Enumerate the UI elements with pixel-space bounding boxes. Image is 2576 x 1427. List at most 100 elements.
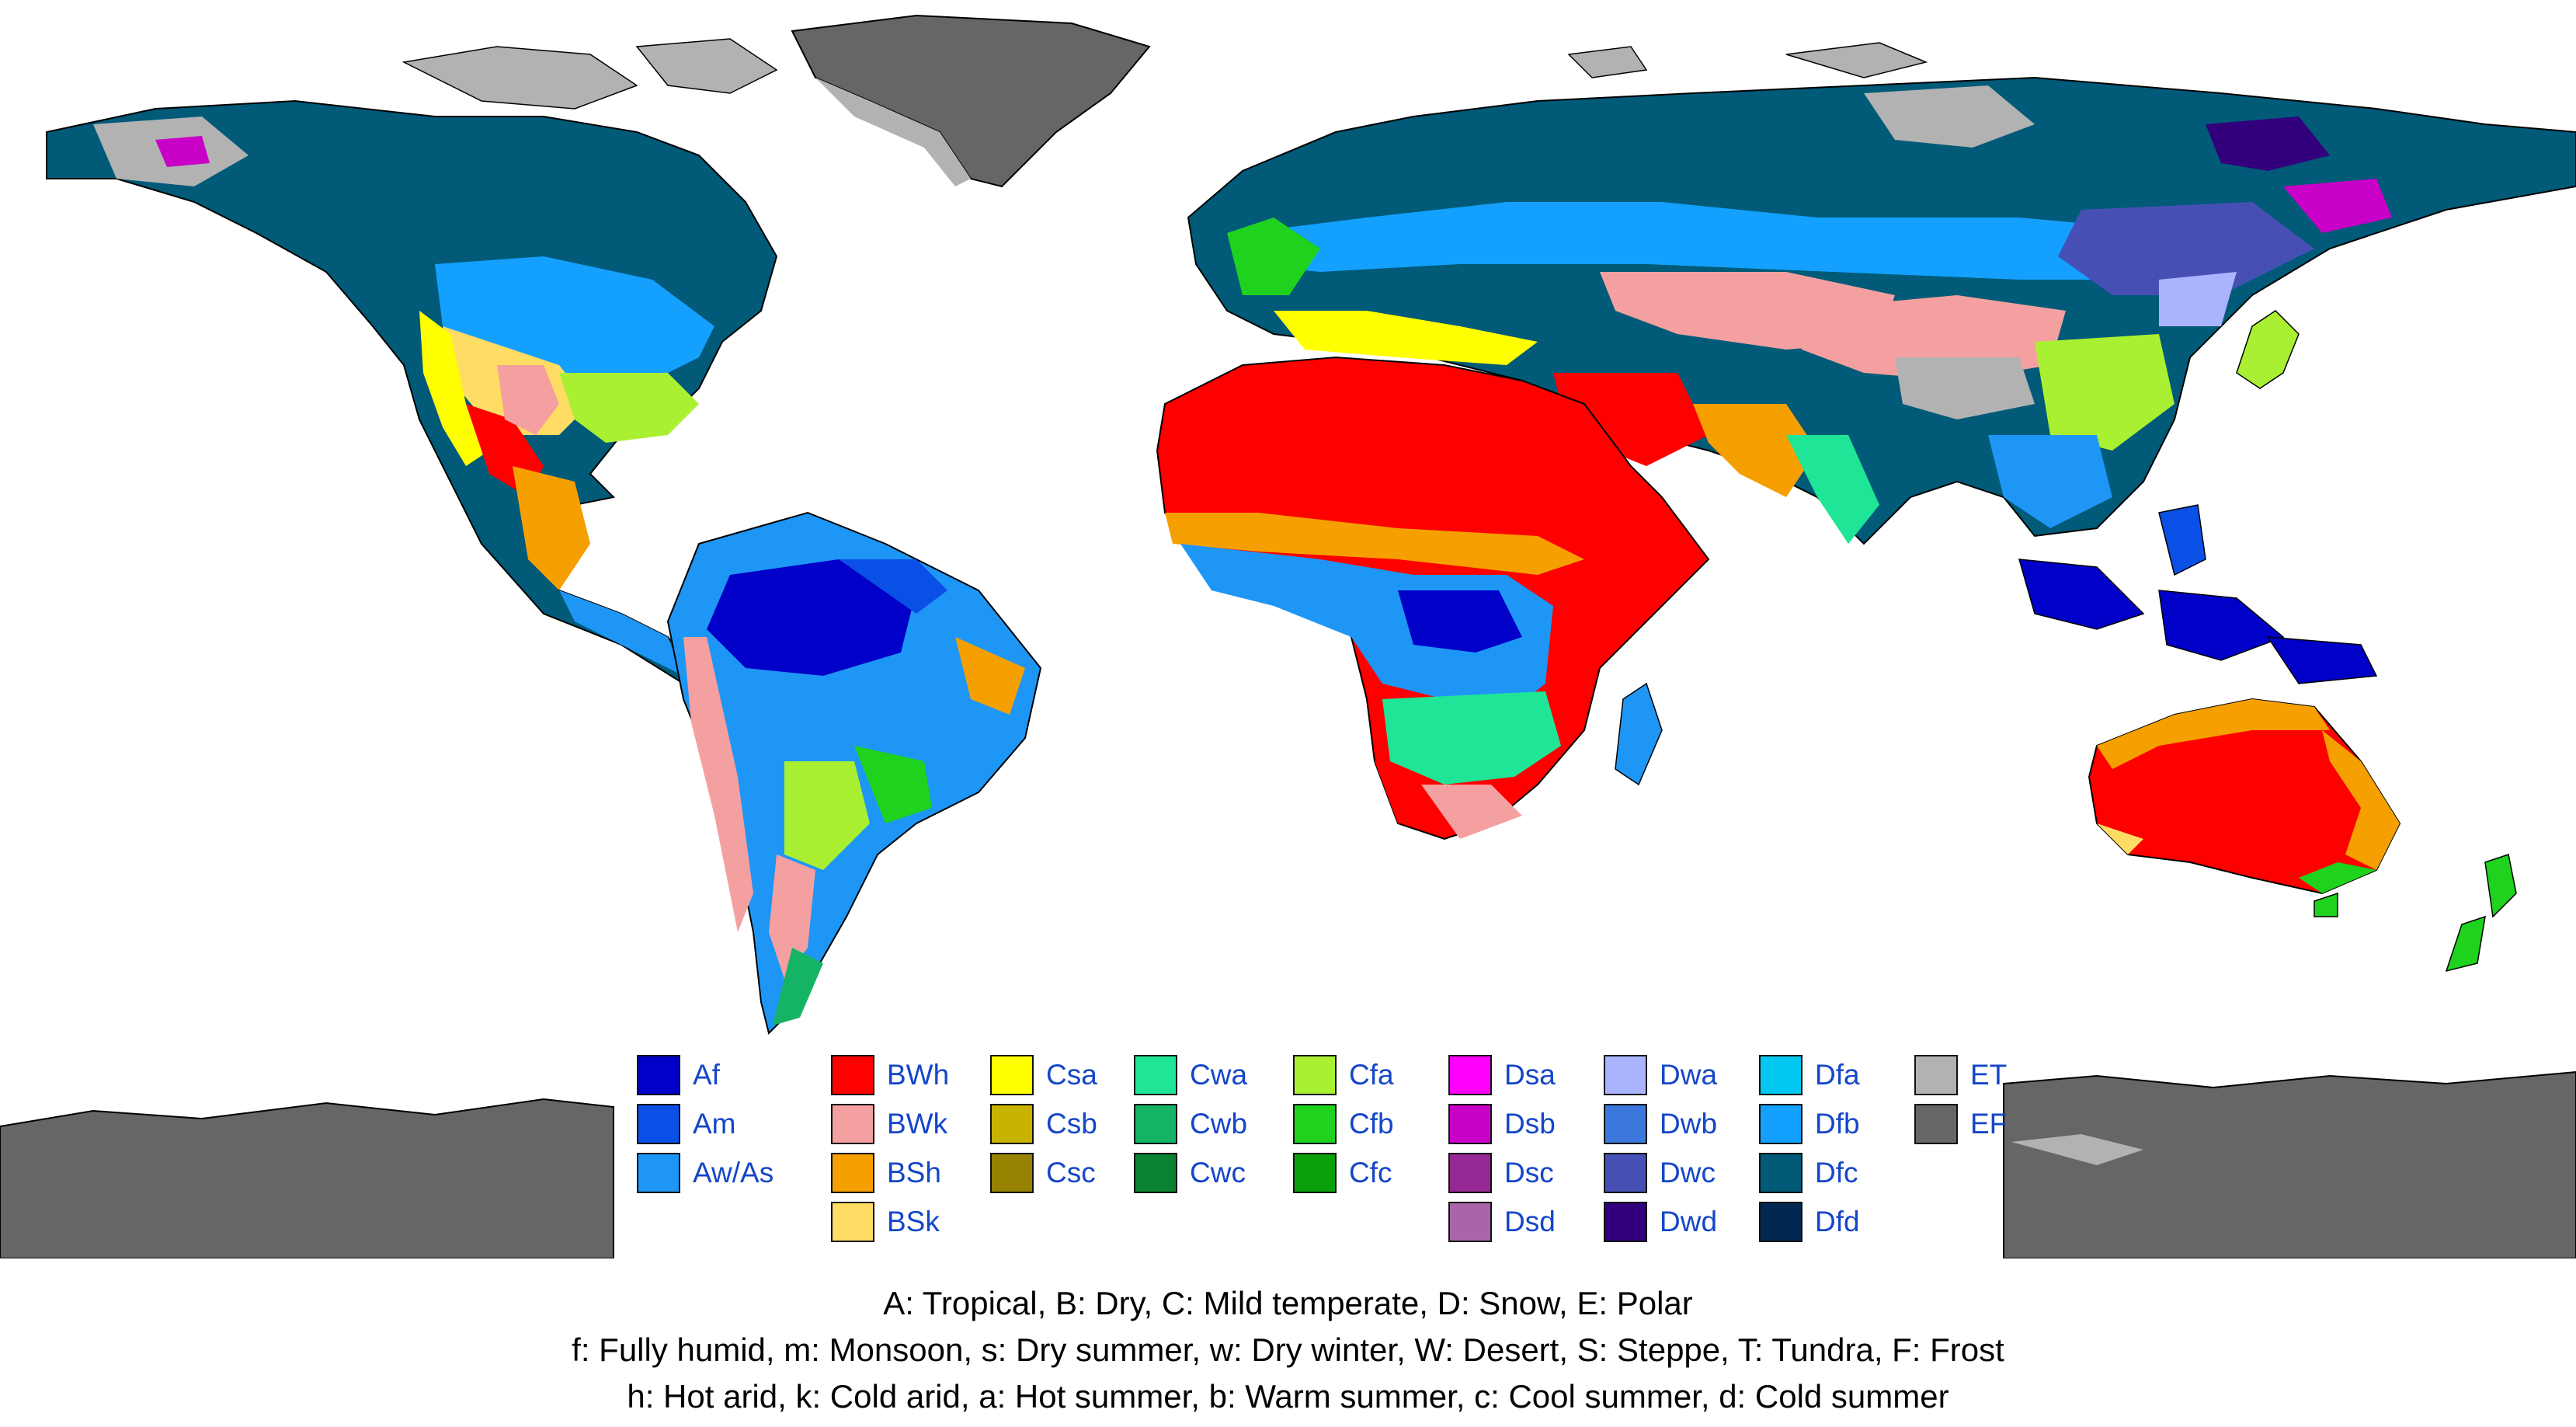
legend-code: Dsa: [1504, 1059, 1556, 1091]
legend-code: Af: [693, 1059, 720, 1091]
legend-code: Cwc: [1190, 1157, 1246, 1189]
legend-item-dsc: Dsc: [1448, 1151, 1681, 1196]
note-precipitation: f: Fully humid, m: Monsoon, s: Dry summe…: [572, 1331, 2004, 1368]
legend-swatch: [1293, 1153, 1337, 1193]
legend-code: Dfa: [1815, 1059, 1860, 1091]
legend-code: ET: [1970, 1059, 2008, 1091]
australia: [2088, 698, 2401, 917]
legend-item-csc: Csc: [990, 1151, 1223, 1196]
legend-code: Dwb: [1660, 1108, 1718, 1140]
legend-swatch: [1448, 1202, 1492, 1242]
arctic-islands: [402, 38, 1928, 110]
legend-swatch: [1604, 1153, 1647, 1193]
legend-item-dwb: Dwb: [1604, 1102, 1837, 1147]
legend-item-dsa: Dsa: [1448, 1053, 1681, 1098]
africa: [1156, 356, 1710, 841]
legend-item-ef: EF: [1914, 1102, 2147, 1147]
world-climate-map: [0, 14, 2576, 1258]
legend-code: Csb: [1046, 1108, 1097, 1140]
antarctica: [0, 1070, 2576, 1258]
legend-item-dwc: Dwc: [1604, 1151, 1837, 1196]
legend-swatch: [1293, 1104, 1337, 1144]
legend-swatch: [1604, 1055, 1647, 1095]
legend-item-cwc: Cwc: [1134, 1151, 1367, 1196]
legend-item-dfa: Dfa: [1759, 1053, 1992, 1098]
legend-swatch: [831, 1153, 874, 1193]
legend-swatch: [1914, 1104, 1958, 1144]
legend-swatch: [1134, 1055, 1177, 1095]
legend-code: Dwc: [1660, 1157, 1716, 1189]
legend-code: BSk: [887, 1206, 940, 1237]
legend-swatch: [1448, 1055, 1492, 1095]
legend-swatch: [1604, 1104, 1647, 1144]
legend-swatch: [1759, 1153, 1803, 1193]
legend-item-dfb: Dfb: [1759, 1102, 1992, 1147]
greenland: [791, 14, 1151, 188]
legend-swatch: [1448, 1153, 1492, 1193]
legend-swatch: [1448, 1104, 1492, 1144]
legend-item-bwk: BWk: [831, 1102, 1064, 1147]
legend-item-csb: Csb: [990, 1102, 1223, 1147]
legend-swatch: [637, 1055, 680, 1095]
japan: [2236, 310, 2300, 389]
legend-swatch: [1759, 1055, 1803, 1095]
legend-code: Cfa: [1349, 1059, 1394, 1091]
legend-item-cfa: Cfa: [1293, 1053, 1526, 1098]
legend-code: Cfb: [1349, 1108, 1394, 1140]
legend-code: Dsd: [1504, 1206, 1556, 1237]
legend-item-dfd: Dfd: [1759, 1200, 1992, 1245]
legend-code: Csa: [1046, 1059, 1097, 1091]
legend-item-cwa: Cwa: [1134, 1053, 1367, 1098]
legend-item-et: ET: [1914, 1053, 2147, 1098]
legend-swatch: [637, 1104, 680, 1144]
legend-code: Cfc: [1349, 1157, 1392, 1189]
legend-swatch: [1759, 1104, 1803, 1144]
legend-swatch: [637, 1153, 680, 1193]
legend-swatch: [831, 1055, 874, 1095]
legend-code: Dfb: [1815, 1108, 1860, 1140]
legend-swatch: [1134, 1153, 1177, 1193]
legend-code: BSh: [887, 1157, 941, 1189]
legend-item-dsb: Dsb: [1448, 1102, 1681, 1147]
legend-item-dsd: Dsd: [1448, 1200, 1681, 1245]
legend-item-bwh: BWh: [831, 1053, 1064, 1098]
legend-code: BWk: [887, 1108, 948, 1140]
legend-code: EF: [1970, 1108, 2008, 1140]
southeast-asia-islands: [2018, 504, 2378, 684]
legend-item-bsk: BSk: [831, 1200, 1064, 1245]
legend-code: Dsb: [1504, 1108, 1556, 1140]
climate-legend: Af Am Aw/As BWh BWk BSh BSk Csa Csb Csc Cwa Cwb Cwc C…: [637, 1053, 2007, 1255]
legend-item-csa: Csa: [990, 1053, 1223, 1098]
legend-code: Cwa: [1190, 1059, 1248, 1091]
legend-item-dwa: Dwa: [1604, 1053, 1837, 1098]
legend-code: Dsc: [1504, 1157, 1554, 1189]
legend-notes: A: Tropical, B: Dry, C: Mild temperate, …: [0, 1280, 2576, 1420]
legend-code: BWh: [887, 1059, 950, 1091]
legend-item-cfb: Cfb: [1293, 1102, 1526, 1147]
legend-item-cwb: Cwb: [1134, 1102, 1367, 1147]
legend-swatch: [831, 1202, 874, 1242]
legend-code: Am: [693, 1108, 736, 1140]
south-america: [666, 511, 1042, 1035]
legend-item-aw-as: Aw/As: [637, 1151, 870, 1196]
legend-code: Dwd: [1660, 1206, 1718, 1237]
legend-item-am: Am: [637, 1102, 870, 1147]
legend-swatch: [831, 1104, 874, 1144]
madagascar: [1615, 682, 1663, 786]
legend-swatch: [1134, 1104, 1177, 1144]
note-main-groups: A: Tropical, B: Dry, C: Mild temperate, …: [883, 1285, 1693, 1321]
legend-item-dwd: Dwd: [1604, 1200, 1837, 1245]
legend-code: Dwa: [1660, 1059, 1718, 1091]
legend-swatch: [990, 1153, 1034, 1193]
legend-swatch: [1604, 1202, 1647, 1242]
legend-code: Dfc: [1815, 1157, 1858, 1189]
legend-item-bsh: BSh: [831, 1151, 1064, 1196]
legend-code: Cwb: [1190, 1108, 1248, 1140]
new-zealand: [2445, 854, 2517, 973]
north-america: [46, 99, 778, 685]
legend-swatch: [1759, 1202, 1803, 1242]
legend-item-dfc: Dfc: [1759, 1151, 1992, 1196]
legend-swatch: [1914, 1055, 1958, 1095]
legend-code: Csc: [1046, 1157, 1096, 1189]
legend-swatch: [990, 1104, 1034, 1144]
